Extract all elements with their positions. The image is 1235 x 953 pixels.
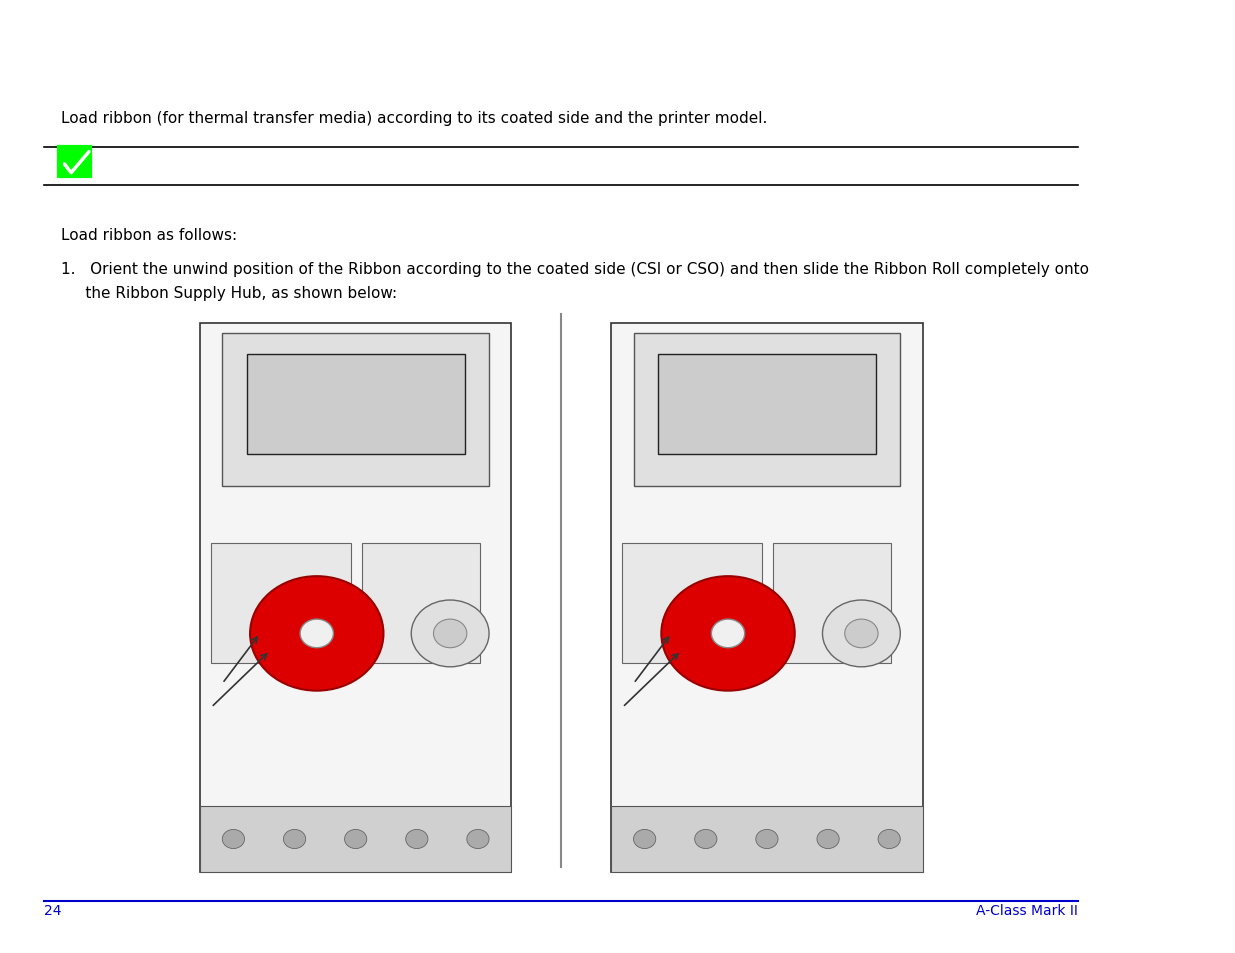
Circle shape [816, 829, 839, 848]
FancyBboxPatch shape [211, 543, 351, 664]
Text: A-Class Mark II: A-Class Mark II [976, 902, 1078, 917]
Circle shape [878, 829, 900, 848]
Circle shape [823, 600, 900, 667]
Circle shape [694, 829, 716, 848]
Text: Load ribbon (for thermal transfer media) according to its coated side and the pr: Load ribbon (for thermal transfer media)… [61, 111, 767, 126]
FancyBboxPatch shape [611, 806, 923, 872]
FancyBboxPatch shape [247, 355, 464, 455]
Circle shape [222, 829, 245, 848]
Text: the Ribbon Supply Hub, as shown below:: the Ribbon Supply Hub, as shown below: [61, 285, 398, 300]
Circle shape [249, 577, 383, 691]
FancyBboxPatch shape [222, 334, 489, 487]
FancyBboxPatch shape [773, 543, 892, 664]
Circle shape [345, 829, 367, 848]
Circle shape [411, 600, 489, 667]
Circle shape [300, 619, 333, 648]
FancyBboxPatch shape [658, 355, 876, 455]
FancyBboxPatch shape [611, 324, 923, 872]
Circle shape [283, 829, 305, 848]
Text: 24: 24 [44, 902, 62, 917]
FancyBboxPatch shape [634, 334, 900, 487]
Text: Load ribbon as follows:: Load ribbon as follows: [61, 228, 237, 243]
FancyBboxPatch shape [362, 543, 480, 664]
Circle shape [467, 829, 489, 848]
Circle shape [661, 577, 794, 691]
FancyBboxPatch shape [200, 324, 511, 872]
Circle shape [845, 619, 878, 648]
Circle shape [634, 829, 656, 848]
FancyBboxPatch shape [59, 148, 90, 177]
Circle shape [433, 619, 467, 648]
Text: 1.   Orient the unwind position of the Ribbon according to the coated side (CSI : 1. Orient the unwind position of the Rib… [61, 261, 1089, 276]
FancyBboxPatch shape [200, 806, 511, 872]
Circle shape [405, 829, 427, 848]
Circle shape [756, 829, 778, 848]
Circle shape [711, 619, 745, 648]
FancyBboxPatch shape [622, 543, 762, 664]
